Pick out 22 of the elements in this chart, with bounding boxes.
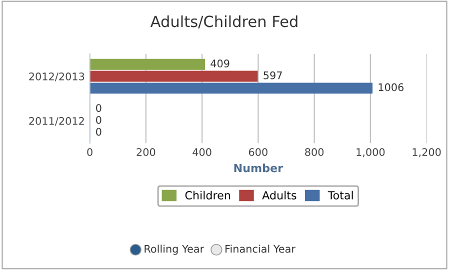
chart-title: Adults/Children Fed — [150, 15, 298, 28]
x-tick-label: 200 — [136, 148, 156, 156]
data-label: 409 — [210, 60, 230, 68]
legend-label: Adults — [262, 190, 296, 200]
x-tick-label: 600 — [248, 148, 268, 156]
x-tick-label: 0 — [87, 148, 92, 156]
data-label: 0 — [96, 116, 102, 124]
data-label: 1006 — [378, 83, 404, 92]
x-tick-label: 1,000 — [356, 148, 385, 158]
data-label: 597 — [264, 71, 282, 80]
x-tick-label: 1,200 — [412, 148, 441, 158]
x-axis-title: Number — [234, 164, 284, 172]
data-label: 0 — [96, 128, 102, 136]
legend-label: Children — [185, 190, 230, 200]
data-label: 0 — [96, 104, 102, 112]
x-tick-label: 800 — [305, 148, 324, 156]
x-tick-label: 400 — [192, 148, 212, 156]
text: Rolling Year — [144, 244, 204, 255]
text: Financial Year — [226, 244, 296, 253]
legend-label: Total — [328, 190, 353, 200]
y-tick-label: 2012/2013 — [29, 72, 84, 82]
y-tick-label: 2011/2012 — [29, 117, 84, 126]
